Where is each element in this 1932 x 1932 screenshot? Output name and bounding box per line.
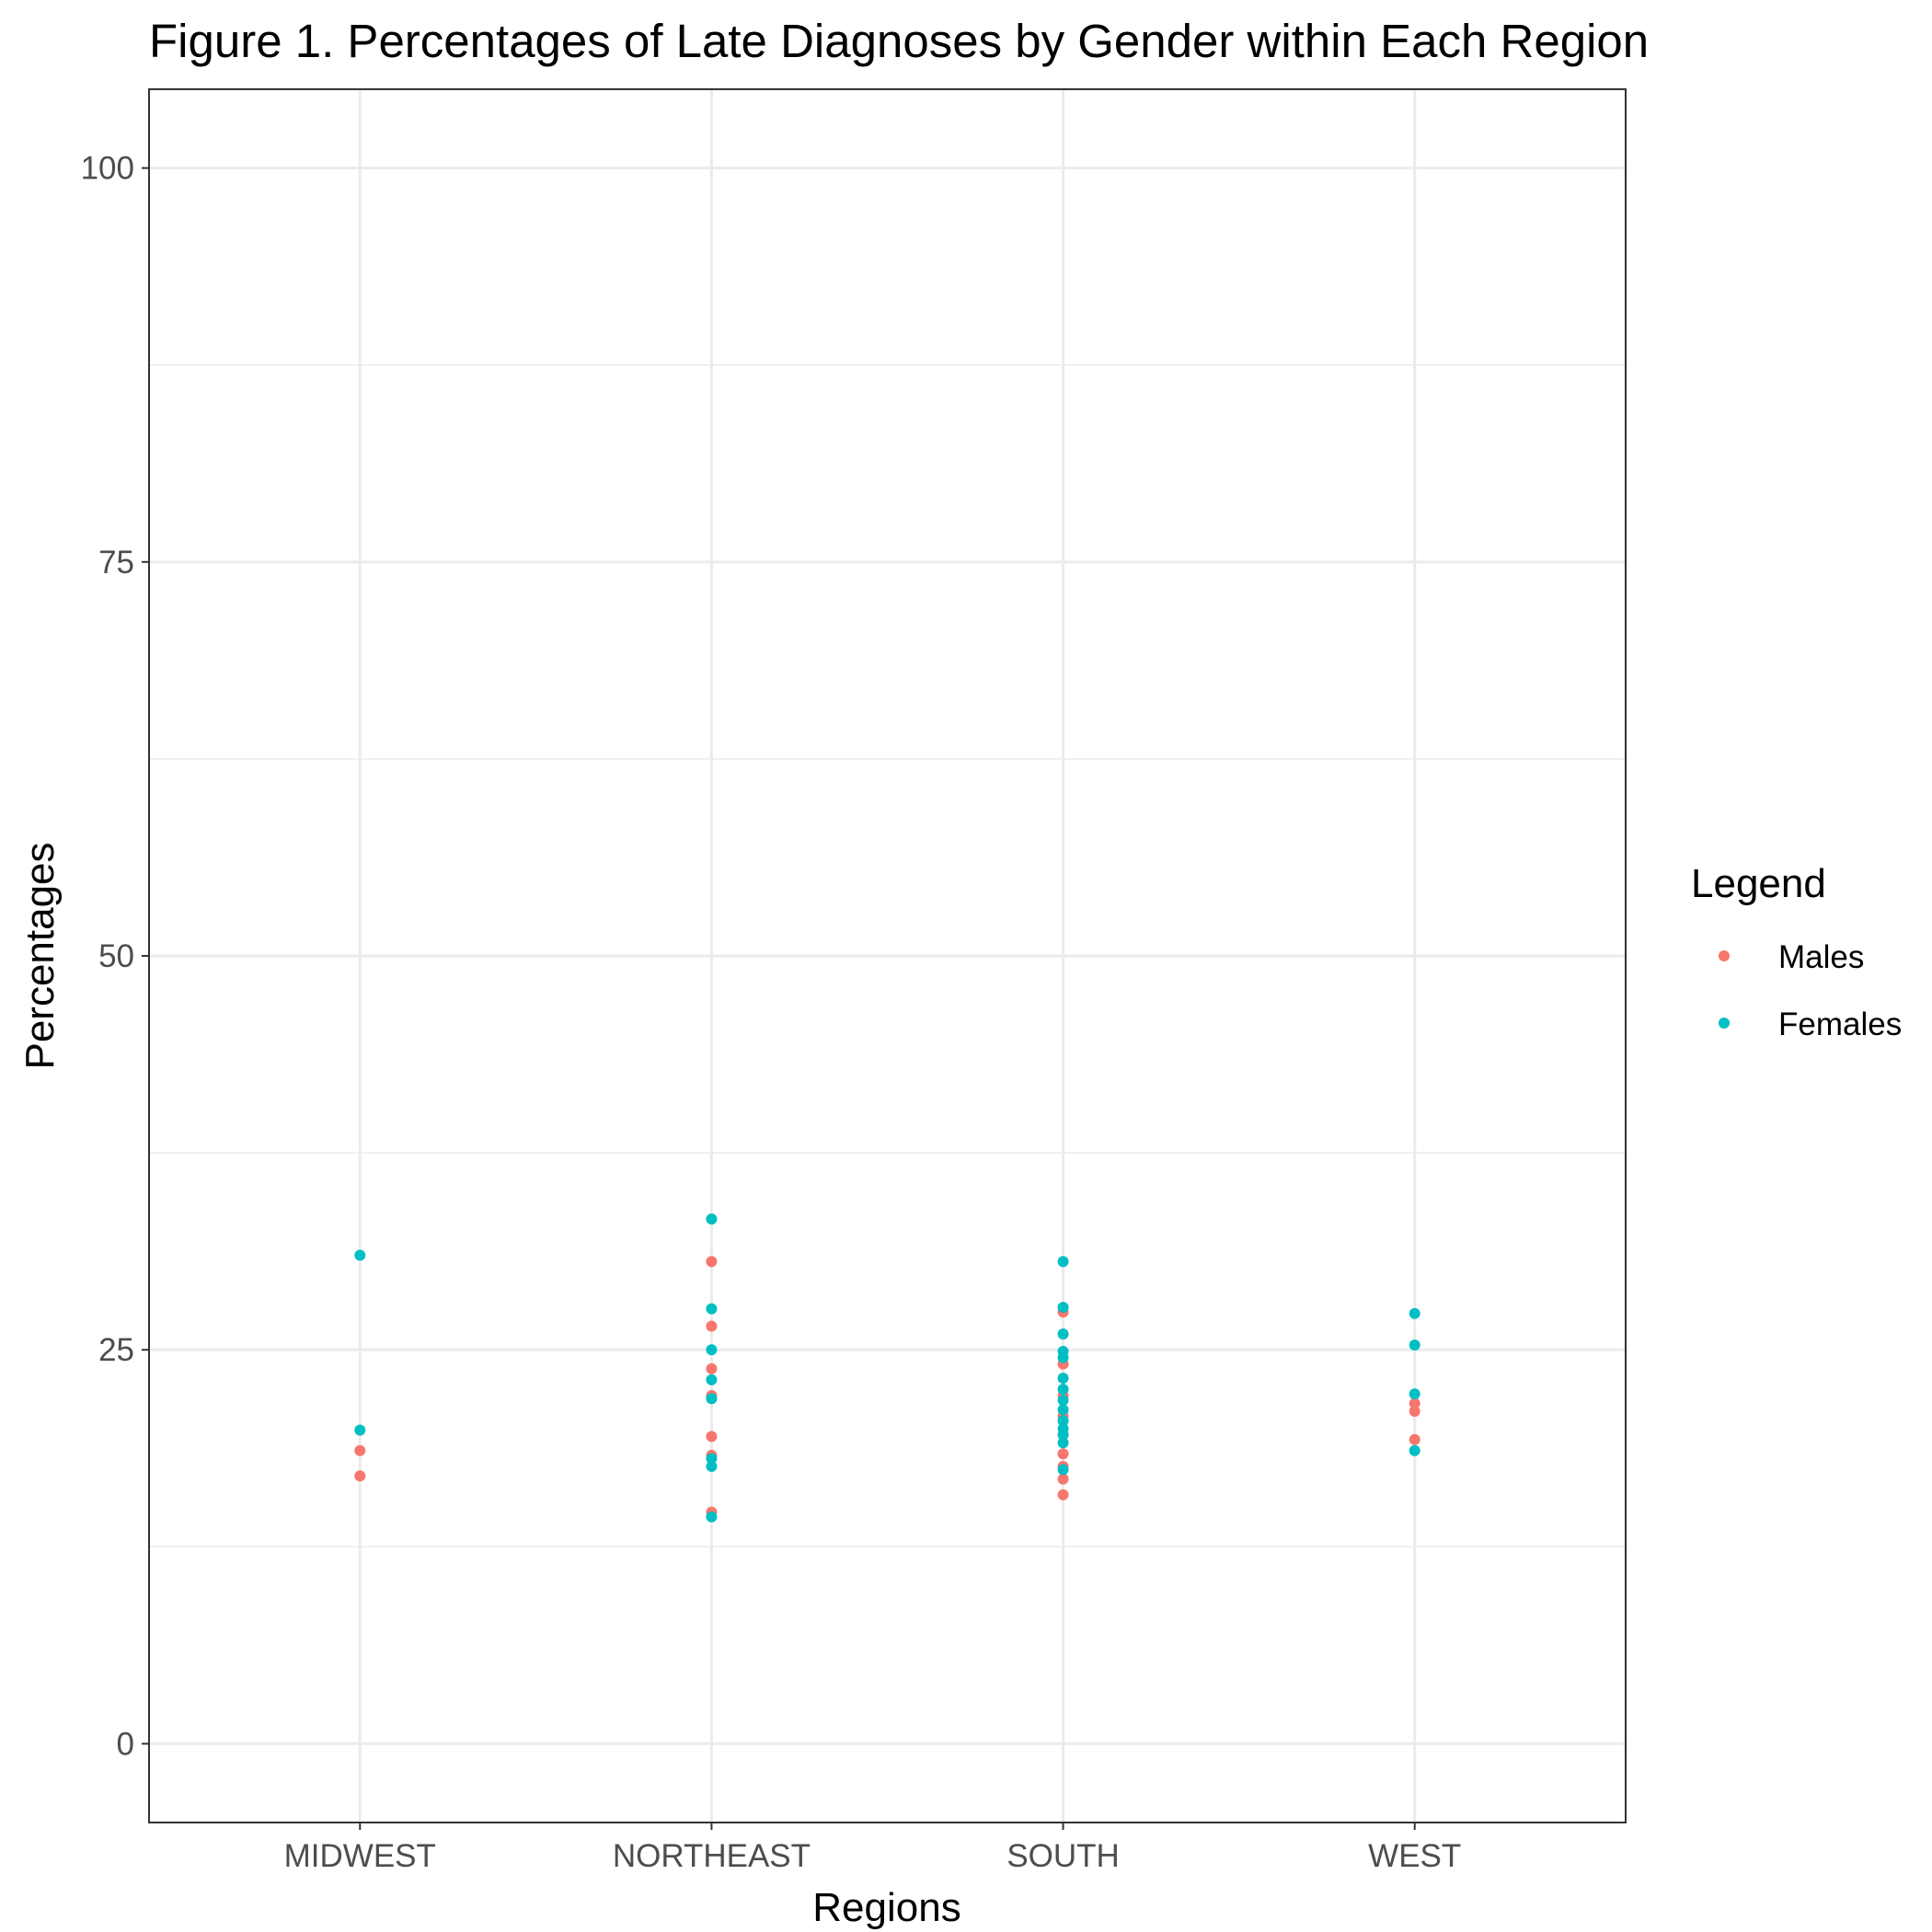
data-point-males: [1409, 1433, 1420, 1445]
x-tick-label: MIDWEST: [284, 1838, 436, 1874]
grid-lines: [149, 89, 1626, 1823]
data-point-females: [1057, 1373, 1069, 1385]
legend-title: Legend: [1691, 861, 1826, 906]
data-point-males: [706, 1431, 718, 1443]
y-tick-label: 50: [98, 938, 134, 974]
data-point-females: [1409, 1340, 1420, 1351]
data-point-females: [354, 1424, 366, 1436]
data-point-males: [1409, 1405, 1420, 1417]
x-axis-title: Regions: [812, 1885, 960, 1930]
data-point-females: [1057, 1404, 1069, 1416]
data-point-males: [706, 1320, 718, 1332]
x-tick-label: WEST: [1368, 1838, 1461, 1874]
data-point-females: [706, 1344, 718, 1356]
data-point-females: [1057, 1394, 1069, 1406]
x-tick-label: NORTHEAST: [613, 1838, 811, 1874]
legend-label-males: Males: [1778, 939, 1864, 975]
data-point-females: [354, 1249, 366, 1261]
y-tick-label: 0: [117, 1726, 134, 1762]
data-point-females: [1057, 1351, 1069, 1363]
data-point-males: [1057, 1473, 1069, 1485]
data-point-females: [706, 1511, 718, 1523]
data-point-females: [1057, 1384, 1069, 1395]
y-axis-title: Percentages: [17, 842, 63, 1069]
y-tick-label: 25: [98, 1332, 134, 1368]
data-point-females: [706, 1453, 718, 1465]
data-point-females: [706, 1460, 718, 1472]
data-point-females: [1057, 1415, 1069, 1427]
data-point-females: [706, 1374, 718, 1386]
data-point-females: [1057, 1301, 1069, 1313]
data-point-males: [1409, 1397, 1420, 1409]
data-point-males: [1057, 1489, 1069, 1501]
data-point-females: [1409, 1444, 1420, 1456]
data-point-females: [1057, 1328, 1069, 1340]
chart-title: Figure 1. Percentages of Late Diagnoses …: [149, 15, 1649, 67]
y-axis: 0 25 50 75 100: [81, 151, 149, 1762]
legend-key-females: [1719, 1018, 1730, 1029]
data-point-females: [1057, 1256, 1069, 1268]
y-tick-label: 100: [81, 151, 134, 187]
data-point-males: [354, 1444, 366, 1456]
data-point-females: [706, 1213, 718, 1225]
data-point-females: [1057, 1437, 1069, 1449]
data-point-females: [706, 1303, 718, 1315]
data-point-females: [1057, 1429, 1069, 1441]
data-point-males: [1057, 1448, 1069, 1460]
y-tick-label: 75: [98, 545, 134, 581]
data-point-females: [706, 1393, 718, 1405]
x-axis: MIDWEST NORTHEAST SOUTH WEST: [284, 1823, 1461, 1874]
data-point-females: [1409, 1307, 1420, 1319]
legend: Legend Males Females: [1691, 861, 1902, 1042]
data-points: [354, 1213, 1420, 1523]
legend-key-males: [1719, 950, 1730, 961]
data-point-males: [706, 1363, 718, 1374]
data-point-males: [706, 1256, 718, 1268]
x-tick-label: SOUTH: [1006, 1838, 1120, 1874]
data-point-males: [354, 1470, 366, 1482]
data-point-females: [1057, 1464, 1069, 1476]
legend-label-females: Females: [1778, 1006, 1902, 1042]
data-point-females: [1409, 1388, 1420, 1400]
